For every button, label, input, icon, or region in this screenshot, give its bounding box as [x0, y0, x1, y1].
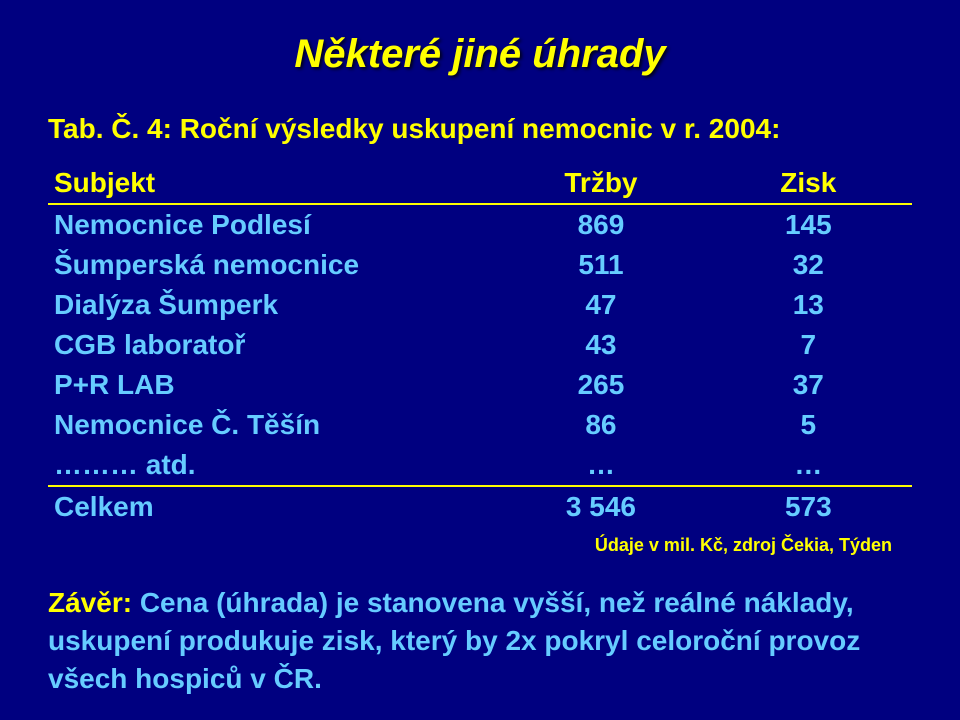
conclusion-body: Cena (úhrada) je stanovena vyšší, než re… — [48, 587, 860, 694]
row-subject: ……… atd. — [48, 445, 497, 486]
results-table: Subjekt Tržby Zisk Nemocnice Podlesí 869… — [48, 163, 912, 527]
header-profit: Zisk — [705, 163, 912, 204]
table-row: Šumperská nemocnice 511 32 — [48, 245, 912, 285]
row-revenue: 869 — [497, 204, 704, 245]
conclusion: Závěr: Cena (úhrada) je stanovena vyšší,… — [48, 584, 912, 697]
table-row: Nemocnice Podlesí 869 145 — [48, 204, 912, 245]
total-revenue: 3 546 — [497, 486, 704, 527]
row-revenue: … — [497, 445, 704, 486]
table-row: Nemocnice Č. Těšín 86 5 — [48, 405, 912, 445]
row-subject: P+R LAB — [48, 365, 497, 405]
header-subject: Subjekt — [48, 163, 497, 204]
row-subject: Nemocnice Podlesí — [48, 204, 497, 245]
header-revenue: Tržby — [497, 163, 704, 204]
row-profit: 7 — [705, 325, 912, 365]
row-subject: Šumperská nemocnice — [48, 245, 497, 285]
row-profit: 32 — [705, 245, 912, 285]
row-subject: Dialýza Šumperk — [48, 285, 497, 325]
table-row: Dialýza Šumperk 47 13 — [48, 285, 912, 325]
total-label: Celkem — [48, 486, 497, 527]
table-caption: Tab. Č. 4: Roční výsledky uskupení nemoc… — [48, 113, 912, 145]
total-profit: 573 — [705, 486, 912, 527]
row-profit: … — [705, 445, 912, 486]
row-revenue: 511 — [497, 245, 704, 285]
table-row: ……… atd. … … — [48, 445, 912, 486]
row-revenue: 265 — [497, 365, 704, 405]
conclusion-label: Závěr: — [48, 587, 132, 618]
row-profit: 13 — [705, 285, 912, 325]
row-revenue: 86 — [497, 405, 704, 445]
row-profit: 37 — [705, 365, 912, 405]
table-total-row: Celkem 3 546 573 — [48, 486, 912, 527]
table-header-row: Subjekt Tržby Zisk — [48, 163, 912, 204]
data-source-credit: Údaje v mil. Kč, zdroj Čekia, Týden — [48, 535, 912, 556]
row-revenue: 43 — [497, 325, 704, 365]
row-subject: CGB laboratoř — [48, 325, 497, 365]
row-subject: Nemocnice Č. Těšín — [48, 405, 497, 445]
slide-title-text: Některé jiné úhrady — [294, 32, 665, 76]
row-profit: 5 — [705, 405, 912, 445]
table-row: P+R LAB 265 37 — [48, 365, 912, 405]
slide-title: Některé jiné úhrady — [48, 32, 912, 77]
table-row: CGB laboratoř 43 7 — [48, 325, 912, 365]
row-revenue: 47 — [497, 285, 704, 325]
row-profit: 145 — [705, 204, 912, 245]
